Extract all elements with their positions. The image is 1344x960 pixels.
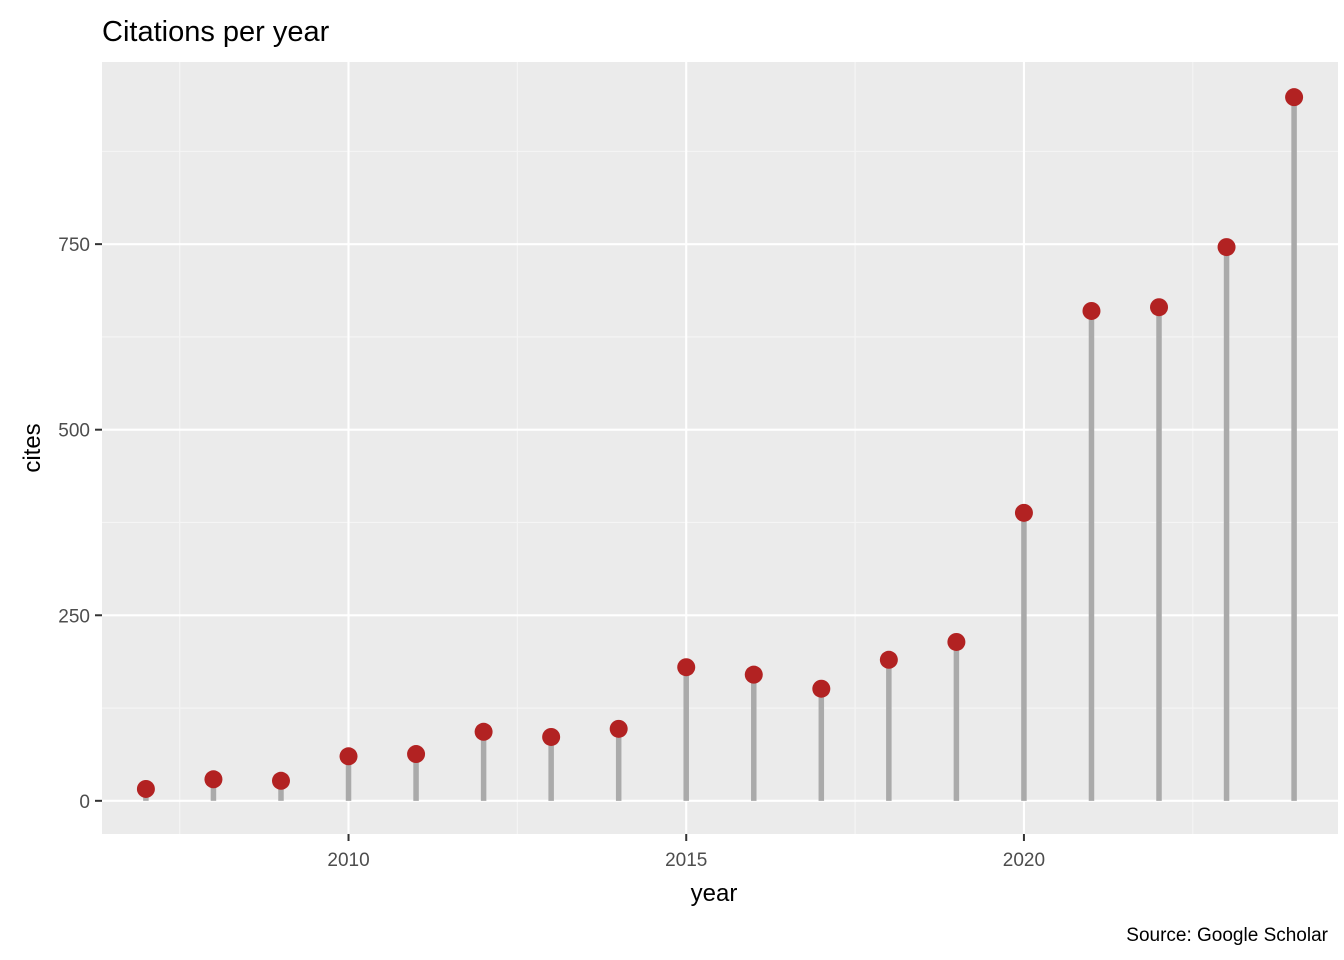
point-2017 xyxy=(812,679,831,698)
plot-panel xyxy=(102,62,1338,834)
point-2022 xyxy=(1150,298,1169,317)
y-tick-label: 250 xyxy=(58,606,90,627)
point-2024 xyxy=(1285,88,1304,107)
point-2009 xyxy=(271,771,290,790)
point-2013 xyxy=(542,727,561,746)
chart-title: Citations per year xyxy=(102,16,330,48)
point-2023 xyxy=(1217,238,1236,257)
x-axis: 2010 2015 2020 xyxy=(327,834,1045,871)
point-2020 xyxy=(1014,503,1033,522)
point-2018 xyxy=(879,650,898,669)
chart-caption: Source: Google Scholar xyxy=(1126,925,1328,946)
point-2021 xyxy=(1082,301,1101,320)
y-tick-label: 500 xyxy=(58,421,90,442)
point-2007 xyxy=(136,779,155,798)
lollipop-points xyxy=(136,88,1304,798)
lollipop-stems xyxy=(143,97,1297,801)
point-2011 xyxy=(407,745,426,764)
point-2008 xyxy=(204,770,223,789)
y-axis: 0 250 500 750 xyxy=(58,235,102,813)
x-axis-title: year xyxy=(691,880,738,907)
x-tick-label: 2010 xyxy=(327,850,369,871)
point-2012 xyxy=(474,722,493,741)
y-axis-title: cites xyxy=(19,423,46,472)
point-2015 xyxy=(677,658,696,677)
point-2019 xyxy=(947,632,966,651)
point-2010 xyxy=(339,747,358,766)
y-tick-label: 0 xyxy=(79,792,90,813)
x-tick-label: 2015 xyxy=(665,850,707,871)
minor-gridlines xyxy=(102,62,1338,834)
point-2016 xyxy=(744,665,763,684)
point-2014 xyxy=(609,719,628,738)
x-tick-label: 2020 xyxy=(1003,850,1045,871)
y-tick-label: 750 xyxy=(58,235,90,256)
